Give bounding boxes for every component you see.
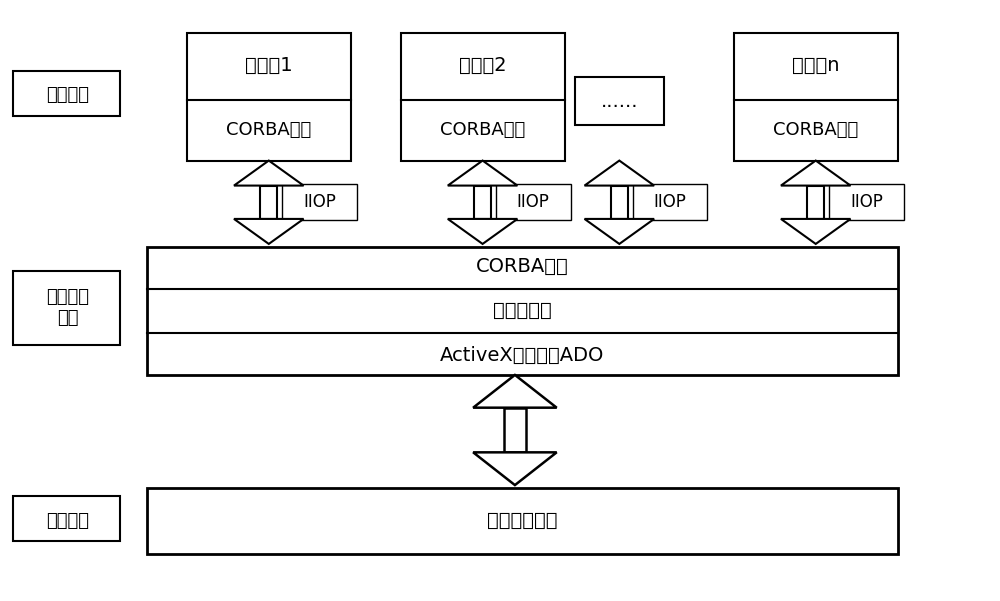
Bar (13, 72, 120, 116)
Polygon shape (585, 219, 654, 244)
Bar (282, 185, 357, 220)
Bar (13, 270, 120, 345)
Bar (474, 186, 491, 219)
Text: IIOP: IIOP (517, 194, 550, 212)
Bar (401, 32, 565, 160)
Bar (575, 77, 664, 125)
Text: 客户机n: 客户机n (792, 56, 839, 75)
Polygon shape (448, 219, 517, 244)
Text: CORBA接口: CORBA接口 (226, 121, 311, 139)
Polygon shape (234, 160, 304, 186)
Text: CORBA接口: CORBA接口 (476, 257, 569, 276)
Text: 应用服务
器层: 应用服务 器层 (46, 288, 89, 327)
Polygon shape (473, 375, 557, 407)
Bar (187, 32, 351, 160)
Bar (807, 186, 824, 219)
Text: ......: ...... (601, 91, 638, 111)
Bar (147, 488, 898, 554)
Text: 客户机1: 客户机1 (245, 56, 293, 75)
Polygon shape (585, 160, 654, 186)
Text: 模型库系统: 模型库系统 (493, 302, 552, 320)
Polygon shape (473, 453, 557, 485)
Bar (260, 186, 277, 219)
Text: IIOP: IIOP (850, 194, 883, 212)
Text: CORBA接口: CORBA接口 (440, 121, 525, 139)
Bar (734, 32, 898, 160)
Bar (633, 185, 707, 220)
Text: IIOP: IIOP (303, 194, 336, 212)
Text: 客户机层: 客户机层 (46, 86, 89, 104)
Text: ActiveX数据对象ADO: ActiveX数据对象ADO (440, 346, 605, 365)
Text: 客户机2: 客户机2 (459, 56, 506, 75)
Bar (147, 247, 898, 375)
Polygon shape (781, 160, 851, 186)
Polygon shape (234, 219, 304, 244)
Bar (829, 185, 904, 220)
Text: CORBA接口: CORBA接口 (773, 121, 858, 139)
Bar (611, 186, 628, 219)
Text: 数据库服务器: 数据库服务器 (487, 511, 558, 530)
Bar (13, 496, 120, 541)
Text: IIOP: IIOP (654, 194, 686, 212)
Polygon shape (448, 160, 517, 186)
Bar (504, 407, 526, 453)
Polygon shape (781, 219, 851, 244)
Text: 数据库层: 数据库层 (46, 512, 89, 530)
Bar (496, 185, 571, 220)
